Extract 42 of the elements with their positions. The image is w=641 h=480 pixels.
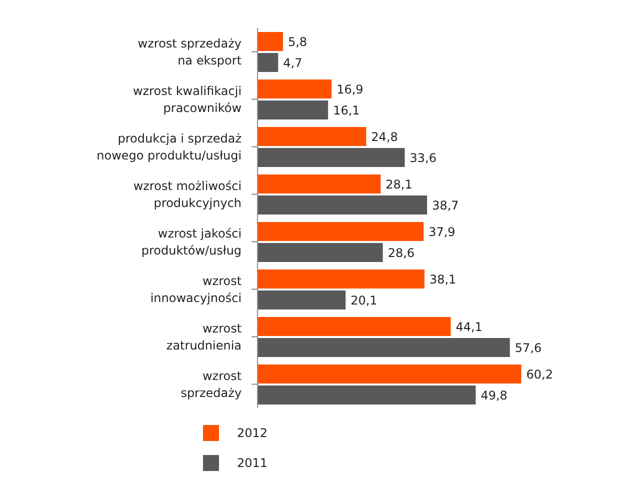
- bar: [258, 290, 346, 310]
- data-label: 28,1: [386, 177, 412, 192]
- bar: [258, 222, 424, 241]
- legend-label: 2011: [237, 456, 268, 470]
- bar: [258, 270, 424, 288]
- bar: [258, 174, 381, 194]
- bar: [258, 386, 476, 404]
- data-label: 38,7: [432, 198, 459, 212]
- bar: [258, 148, 405, 167]
- legend-label: 2012: [237, 426, 268, 440]
- y-tick-label: wzrost zatrudnienia: [166, 321, 242, 352]
- y-tick-label: produkcja i sprzedaż nowego produktu/usługi: [96, 131, 242, 162]
- bar: [258, 32, 283, 51]
- data-label: 16,9: [336, 82, 364, 96]
- data-label: 37,9: [428, 224, 456, 239]
- data-label: 38,1: [429, 272, 456, 286]
- data-label: 16,1: [333, 103, 360, 118]
- data-label: 60,2: [526, 367, 553, 382]
- data-label: 5,8: [288, 34, 308, 49]
- bar: [258, 338, 510, 357]
- bar: [258, 53, 278, 72]
- bar: [258, 317, 451, 336]
- data-label: 28,6: [388, 246, 415, 260]
- data-label: 44,1: [456, 320, 482, 334]
- bar: [258, 100, 328, 120]
- y-tick-label: wzrost jakości produktów/usług: [141, 226, 242, 258]
- data-label: 49,8: [480, 388, 508, 402]
- data-label: 4,7: [283, 56, 302, 70]
- y-tick-label: wzrost możliwości produkcyjnych: [133, 178, 242, 210]
- data-label: 20,1: [350, 293, 378, 308]
- y-tick-label: wzrost kwalifikacji pracowników: [132, 84, 242, 115]
- bar: [258, 364, 522, 384]
- data-label: 57,6: [514, 340, 542, 355]
- y-tick-label: wzrost sprzedaży na eksport: [138, 36, 242, 68]
- data-label: 33,6: [410, 150, 436, 165]
- y-tick-label: wzrost innowacyjności: [150, 274, 242, 305]
- bar: [258, 196, 428, 214]
- bar: [258, 127, 366, 146]
- bar: [258, 80, 332, 98]
- data-label: 24,8: [371, 130, 398, 144]
- bar: [258, 243, 383, 262]
- y-tick-label: wzrost sprzedaży: [180, 368, 242, 400]
